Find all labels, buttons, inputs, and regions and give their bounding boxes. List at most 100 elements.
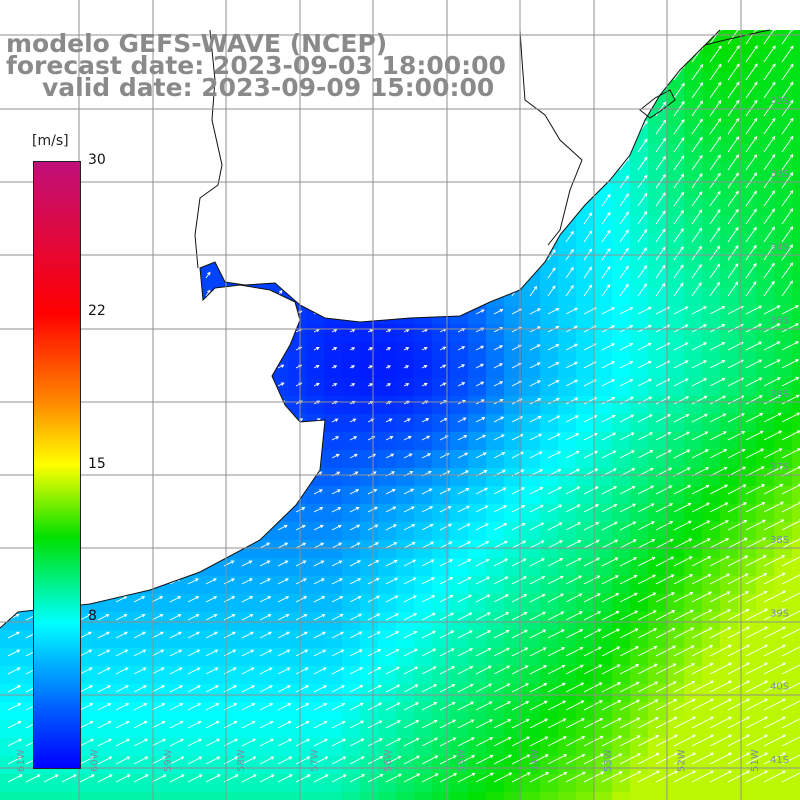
wind-arrow (277, 524, 288, 531)
wind-speed-cell (378, 594, 397, 613)
wind-arrow (727, 63, 740, 81)
wind-arrow (673, 502, 692, 513)
wind-arrow (655, 663, 677, 675)
wind-arrow (673, 378, 689, 387)
wind-speed-cell (378, 396, 397, 415)
wind-arrow (457, 719, 475, 729)
wind-arrow (727, 226, 739, 243)
wind-arrow (349, 383, 356, 387)
wind-arrow (295, 774, 311, 783)
wind-arrow (439, 559, 453, 567)
wind-speed-cell (774, 414, 793, 433)
wind-speed-cell (666, 216, 685, 235)
wind-speed-cell (126, 738, 145, 757)
wind-arrow (637, 396, 653, 405)
wind-speed-cell (630, 306, 649, 325)
wind-speed-cell (720, 54, 739, 73)
wind-speed-cell (594, 576, 613, 595)
wind-arrow (259, 738, 275, 747)
wind-arrow (385, 453, 395, 459)
wind-speed-cell (162, 630, 181, 649)
wind-speed-cell (738, 108, 757, 127)
wind-speed-cell (360, 378, 379, 397)
wind-arrow (241, 720, 256, 729)
wind-arrow (763, 501, 785, 513)
wind-arrow (655, 264, 666, 279)
wind-arrow (439, 523, 453, 531)
wind-arrow (493, 576, 509, 585)
wind-arrow (781, 81, 794, 99)
wind-arrow (385, 418, 393, 423)
wind-arrow (655, 574, 675, 585)
wind-speed-cell (522, 288, 541, 307)
wind-speed-cell (666, 180, 685, 199)
wind-speed-cell (360, 684, 379, 703)
wind-arrow (547, 754, 568, 765)
wind-arrow (709, 520, 729, 531)
wind-speed-cell (126, 630, 145, 649)
wind-speed-cell (720, 396, 739, 415)
wind-arrow (331, 489, 341, 495)
wind-arrow (637, 556, 656, 567)
wind-arrow (763, 519, 785, 531)
wind-speed-cell (792, 450, 800, 469)
wind-speed-cell (270, 612, 289, 631)
wind-arrow (763, 262, 775, 279)
wind-speed-cell (432, 450, 451, 469)
wind-arrow (511, 434, 524, 441)
wind-speed-cell (792, 648, 800, 667)
wind-arrow (529, 576, 546, 585)
wind-speed-cell (324, 360, 343, 379)
wind-speed-cell (612, 522, 631, 541)
wind-speed-cell (612, 684, 631, 703)
wind-speed-cell (684, 522, 703, 541)
wind-speed-cell (702, 216, 721, 235)
wind-speed-cell (540, 486, 559, 505)
wind-speed-cell (360, 666, 379, 685)
wind-arrow (763, 555, 786, 567)
wind-speed-cell (360, 360, 379, 379)
wind-speed-cell (558, 234, 577, 253)
wind-speed-cell (720, 162, 739, 181)
wind-speed-cell (234, 792, 253, 800)
wind-arrow (691, 173, 703, 189)
wind-arrow (295, 649, 309, 657)
wind-arrow (277, 542, 289, 549)
wind-speed-cell (414, 774, 433, 793)
wind-arrow (97, 685, 112, 693)
wind-arrow (187, 685, 202, 693)
wind-speed-cell (774, 30, 793, 37)
wind-arrow (349, 365, 356, 369)
wind-speed-cell (306, 522, 325, 541)
wind-arrow (583, 664, 603, 675)
wind-arrow (277, 703, 292, 711)
wind-arrow (277, 774, 293, 783)
wind-arrow (727, 190, 739, 207)
wind-speed-cell (342, 648, 361, 667)
wind-speed-cell (630, 594, 649, 613)
wind-arrow (709, 395, 727, 405)
wind-arrow (565, 230, 574, 243)
wind-arrow (637, 663, 658, 675)
wind-arrow (727, 502, 748, 513)
wind-arrow (439, 346, 447, 351)
wind-arrow (259, 774, 275, 783)
wind-arrow (763, 644, 787, 657)
wind-speed-cell (234, 720, 253, 739)
wind-speed-cell (702, 234, 721, 253)
wind-arrow (619, 574, 638, 585)
wind-speed-cell (540, 792, 559, 800)
wind-speed-cell (594, 198, 613, 217)
wind-arrow (781, 519, 800, 531)
wind-arrow (7, 631, 20, 639)
wind-speed-cell (450, 378, 469, 397)
wind-arrow (421, 612, 436, 621)
wind-arrow (97, 631, 110, 639)
wind-arrow (709, 573, 731, 585)
wind-speed-cell (648, 306, 667, 325)
wind-arrow (385, 738, 402, 747)
wind-speed-cell (774, 288, 793, 307)
wind-speed-cell (198, 720, 217, 739)
wind-arrow (601, 486, 618, 495)
wind-arrow (637, 450, 654, 459)
